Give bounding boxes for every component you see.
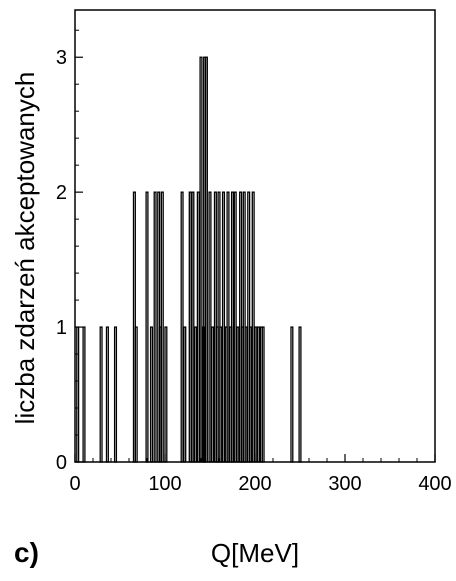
histogram-bar: [204, 56, 208, 463]
histogram-bar: [76, 326, 80, 463]
x-tick-label: 200: [238, 473, 271, 495]
histogram-bar: [233, 191, 237, 463]
x-tick-label: 0: [69, 473, 80, 495]
histogram-bar: [298, 326, 302, 463]
x-tick-label: 100: [148, 473, 181, 495]
histogram-bar: [105, 326, 109, 463]
histogram-bar: [134, 326, 138, 463]
histogram-bar: [188, 191, 192, 463]
histogram-bar: [226, 191, 230, 463]
x-axis-title: Q[MeV]: [211, 538, 299, 568]
histogram-bar: [221, 191, 226, 463]
histogram-bar: [219, 326, 223, 463]
y-tick-label: 0: [56, 452, 67, 474]
y-tick-label: 3: [56, 47, 67, 69]
histogram-bar: [257, 326, 261, 463]
histogram-bar: [180, 191, 184, 463]
y-tick-label: 1: [56, 317, 67, 339]
histogram-bar: [82, 326, 86, 463]
histogram-bar: [149, 326, 154, 463]
histogram-bar: [199, 56, 203, 463]
histogram-bar: [208, 191, 212, 463]
histogram-bar: [196, 191, 200, 463]
histogram-bar: [113, 326, 118, 463]
x-tick-label: 400: [418, 473, 451, 495]
histogram-bar: [261, 326, 265, 463]
histogram-bar: [290, 326, 294, 463]
histogram-bars: [76, 56, 302, 463]
histogram-bar: [230, 191, 235, 463]
histogram-bar: [99, 326, 103, 463]
histogram-bar: [153, 191, 157, 463]
panel-label: c): [14, 537, 39, 568]
histogram-bar: [164, 326, 168, 463]
histogram-bar: [236, 326, 240, 463]
histogram-bar: [145, 191, 149, 463]
y-axis-ticks: 0 1 2 3: [56, 29, 83, 474]
histogram-bar: [194, 326, 198, 463]
histogram-bar: [251, 191, 255, 463]
histogram-bar: [191, 191, 195, 463]
histogram-bar: [160, 191, 164, 463]
histogram-bar: [248, 326, 253, 463]
x-tick-label: 300: [328, 473, 361, 495]
histogram-bar: [211, 326, 215, 463]
y-tick-label: 2: [56, 182, 67, 204]
histogram-bar: [244, 326, 248, 463]
x-axis-ticks: 0 100 200 300 400: [69, 454, 452, 495]
histogram-bar: [254, 326, 258, 463]
histogram-bar: [183, 326, 187, 463]
y-axis-title: liczba zdarzeń akceptowanych: [10, 72, 40, 425]
